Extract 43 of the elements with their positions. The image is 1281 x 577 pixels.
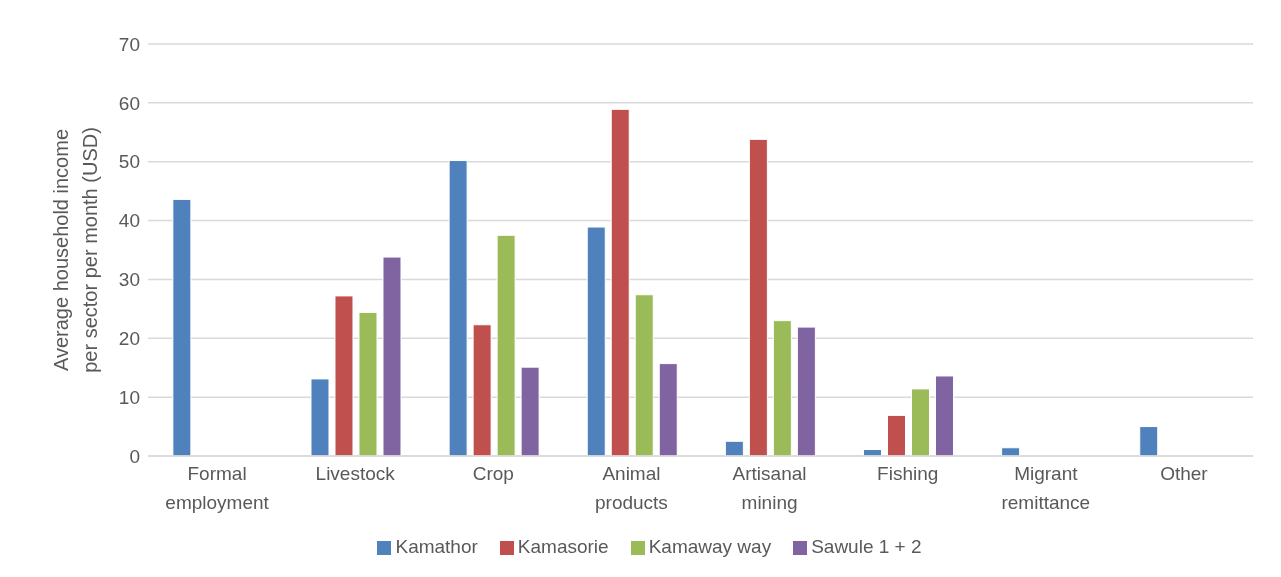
bar — [748, 138, 768, 456]
bar — [1139, 426, 1159, 456]
y-tick-label: 20 — [118, 328, 140, 350]
y-tick-label: 40 — [118, 210, 140, 232]
bar — [586, 226, 606, 456]
bar — [634, 294, 654, 456]
x-tick-label: Fishing — [877, 463, 939, 484]
x-tick-label: Crop — [472, 463, 514, 484]
y-tick-label: 50 — [118, 151, 140, 173]
bar — [358, 311, 378, 456]
bar — [1001, 447, 1021, 456]
y-tick-label: 70 — [118, 33, 140, 55]
bar — [658, 363, 678, 456]
y-tick-label: 10 — [118, 386, 140, 408]
bar — [910, 388, 930, 456]
x-tick-label: Artisanal mining — [732, 463, 807, 513]
legend-label: Kamasorie — [517, 536, 609, 557]
bar — [796, 326, 816, 456]
x-tick-label: Livestock — [315, 463, 396, 484]
bar — [382, 256, 402, 456]
y-axis-title: Average household income per sector per month (USD) — [50, 127, 101, 373]
bar — [934, 375, 954, 456]
bar — [610, 108, 630, 456]
bar — [886, 414, 906, 456]
bar — [772, 320, 792, 456]
bar — [724, 440, 744, 456]
x-tick-label: Animal products — [595, 463, 668, 513]
y-tick-label: 30 — [118, 269, 140, 291]
legend-label: Sawule 1 + 2 — [811, 536, 922, 557]
bar — [472, 324, 492, 456]
bar — [172, 198, 192, 456]
legend-label: Kamathor — [395, 536, 478, 557]
x-tick-label: Migrant remittance — [1001, 463, 1091, 513]
bar — [520, 366, 540, 456]
bar — [448, 160, 468, 456]
legend-label: Kamaway way — [648, 536, 772, 557]
y-tick-label: 60 — [118, 92, 140, 114]
y-tick-label: 0 — [129, 445, 140, 467]
x-tick-label: Other — [1160, 463, 1209, 484]
bar — [334, 295, 354, 456]
bar — [496, 234, 516, 456]
x-tick-label: Formal employment — [165, 463, 270, 513]
bar — [310, 378, 330, 456]
